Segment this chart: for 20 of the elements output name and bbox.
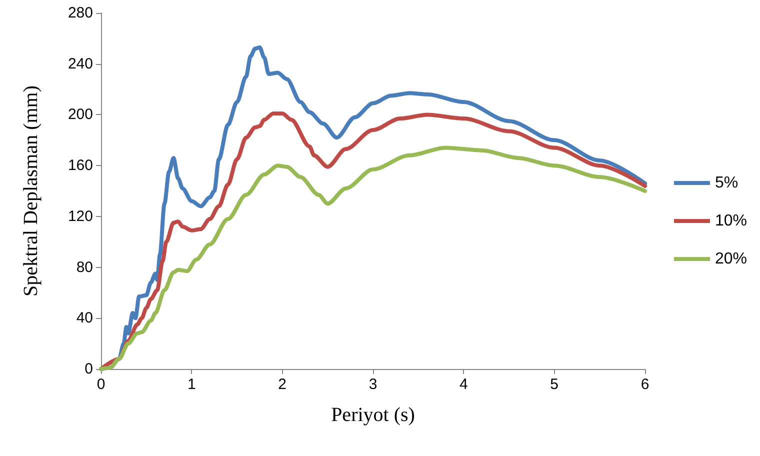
x-axis-title: Periyot (s): [331, 404, 415, 426]
x-tick-label: 4: [459, 376, 468, 393]
x-tick-label: 2: [278, 376, 287, 393]
y-tick-label: 0: [84, 360, 93, 378]
y-tick-label: 200: [68, 106, 93, 124]
x-tick-label: 3: [368, 376, 378, 393]
x-tick-label: 6: [640, 376, 650, 393]
legend-label: 20%: [714, 250, 748, 268]
y-tick-label: 240: [68, 55, 93, 72]
x-tick-label: 0: [96, 376, 106, 393]
legend-label: 10%: [714, 212, 748, 230]
y-tick-label: 80: [76, 258, 93, 276]
x-tick-label: 1: [187, 376, 196, 393]
y-tick-label: 120: [68, 208, 93, 225]
legend-label: 5%: [714, 174, 738, 192]
y-axis-title: Spektral Deplasman (mm): [20, 85, 42, 297]
y-tick-label: 40: [76, 310, 93, 327]
x-tick-label: 5: [550, 376, 559, 393]
y-tick-label: 160: [68, 157, 93, 174]
y-tick-label: 280: [68, 4, 93, 22]
